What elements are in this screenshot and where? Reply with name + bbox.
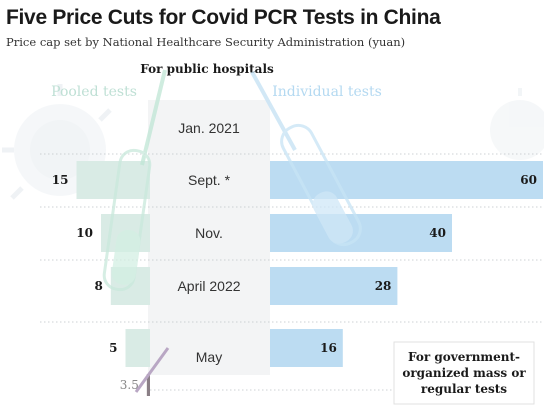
individual-value: 40: [429, 226, 446, 240]
legend-pooled: Pooled tests: [51, 84, 137, 100]
pooled-bar-extra: [146, 374, 150, 396]
category-label: Jan. 2021: [178, 120, 240, 136]
note-line-1: For government-: [408, 350, 520, 364]
decorative-virus-icon: [490, 88, 544, 160]
individual-value: 28: [375, 279, 392, 293]
individual-value: 60: [520, 173, 537, 187]
decorative-test-tube-icon: [102, 69, 167, 292]
individual-bar: [270, 329, 343, 367]
center-header: For public hospitals: [140, 62, 274, 76]
legend-individual: Individual tests: [272, 84, 382, 100]
category-label: Sept. *: [188, 172, 231, 188]
category-label: May: [196, 349, 222, 365]
chart-title: Five Price Cuts for Covid PCR Tests in C…: [6, 6, 441, 29]
pooled-value: 15: [52, 173, 69, 187]
note-box: For government- organized mass or regula…: [150, 341, 535, 405]
decorative-swab-icon: [134, 347, 170, 393]
chart-subtitle: Price cap set by National Healthcare Sec…: [6, 35, 406, 49]
individual-value: 16: [320, 341, 337, 355]
individual-bar: [270, 267, 398, 305]
pooled-value: 8: [94, 279, 102, 293]
note-line-3: regular tests: [421, 382, 507, 396]
pooled-bar: [125, 329, 150, 367]
pooled-value: 5: [109, 341, 117, 355]
pooled-value: 10: [76, 226, 93, 240]
category-label: Nov.: [195, 225, 223, 241]
decorative-test-tube-icon: [250, 71, 362, 247]
category-band: [148, 100, 270, 375]
category-label: April 2022: [177, 278, 240, 294]
individual-bar: [270, 161, 543, 199]
note-line-2: organized mass or: [402, 366, 526, 380]
pooled-value-extra: 3.5: [120, 378, 139, 392]
pooled-bar: [76, 161, 150, 199]
